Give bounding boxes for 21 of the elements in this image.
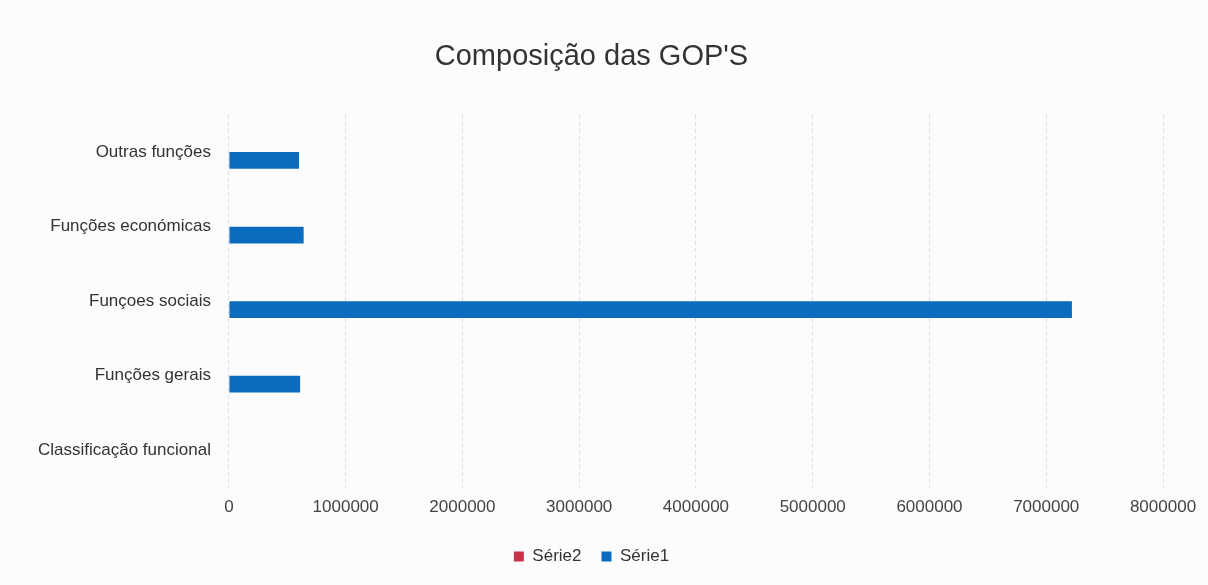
x-tick-label: 3000000 bbox=[546, 497, 613, 517]
bar bbox=[229, 301, 1072, 318]
bar bbox=[229, 226, 304, 244]
x-tick-label: 0 bbox=[224, 497, 234, 517]
y-tick-label: Funções económicas bbox=[50, 216, 211, 236]
x-tick-label: 4000000 bbox=[662, 497, 730, 517]
chart-title: Composição das GOP'S bbox=[434, 39, 749, 72]
x-tick-label: 5000000 bbox=[779, 497, 846, 517]
x-tick-label: 1000000 bbox=[312, 497, 379, 517]
x-tick-label: 2000000 bbox=[429, 497, 496, 517]
bar bbox=[229, 375, 301, 393]
y-tick-label: Funções gerais bbox=[94, 365, 211, 385]
legend-label: Série2 bbox=[532, 546, 582, 566]
x-tick-label: 7000000 bbox=[1013, 497, 1080, 517]
x-tick-label: 8000000 bbox=[1129, 497, 1197, 517]
legend-label: Série1 bbox=[620, 546, 670, 566]
y-tick-label: Outras funções bbox=[95, 141, 211, 161]
x-tick-label: 6000000 bbox=[896, 497, 963, 517]
y-tick-label: Classificação funcional bbox=[38, 440, 211, 460]
y-tick-label: Funçoes sociais bbox=[89, 290, 211, 310]
bar bbox=[229, 152, 299, 169]
